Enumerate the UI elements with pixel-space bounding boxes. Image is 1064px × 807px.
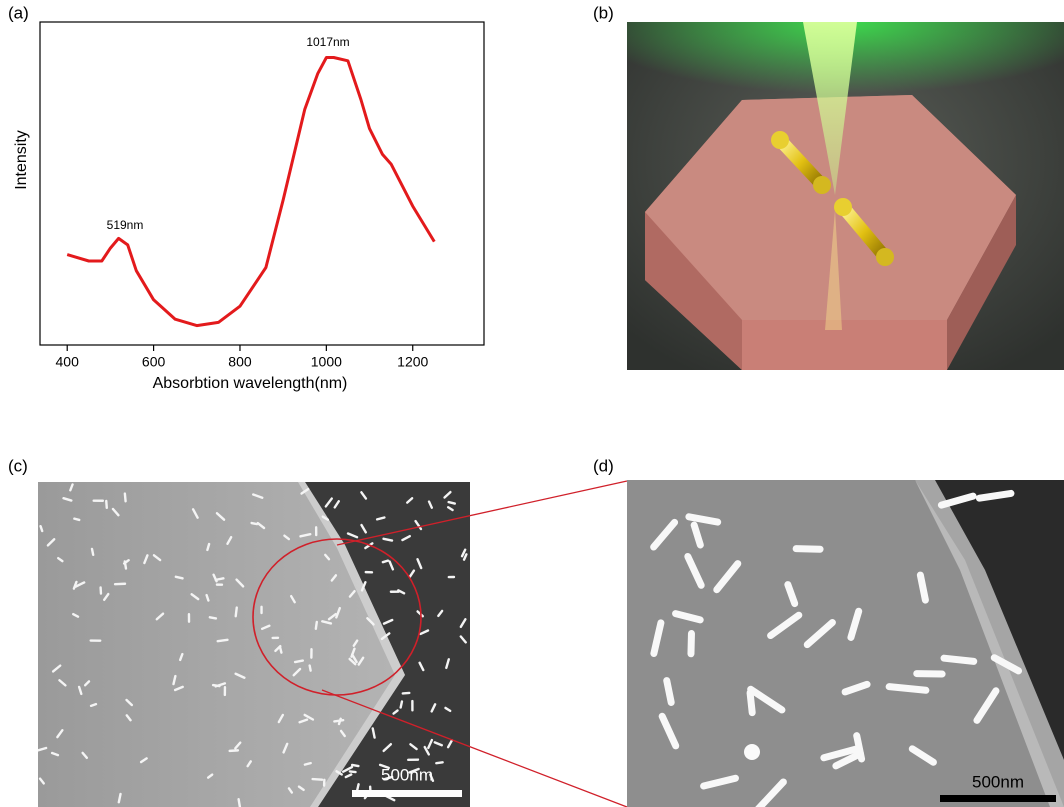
annotation: 1017nm [306,35,349,49]
x-tick-label: 1000 [311,354,342,370]
scale-bar-label: 500nm [972,772,1024,791]
panel-label: (d) [593,456,614,475]
y-axis-label: Intensity [13,130,30,190]
sem-image [627,480,1064,807]
x-tick-label: 800 [228,354,252,370]
panel-label: (a) [8,3,29,22]
x-axis-label: Absorbtion wavelength(nm) [153,375,348,392]
sem-image [38,482,470,807]
x-tick-label: 600 [142,354,166,370]
figure: (a) Absorbtion wavelength(nm) Intensity … [0,0,1064,807]
scale-bar-label: 500nm [381,765,433,784]
plot-frame [40,22,484,345]
data-line [67,58,434,326]
x-tick-label: 1200 [397,354,428,370]
x-tick-label: 400 [56,354,80,370]
illustration [627,22,1064,370]
panel-label: (c) [8,456,28,475]
annotation: 519nm [107,218,144,232]
panel-label: (b) [593,3,614,22]
